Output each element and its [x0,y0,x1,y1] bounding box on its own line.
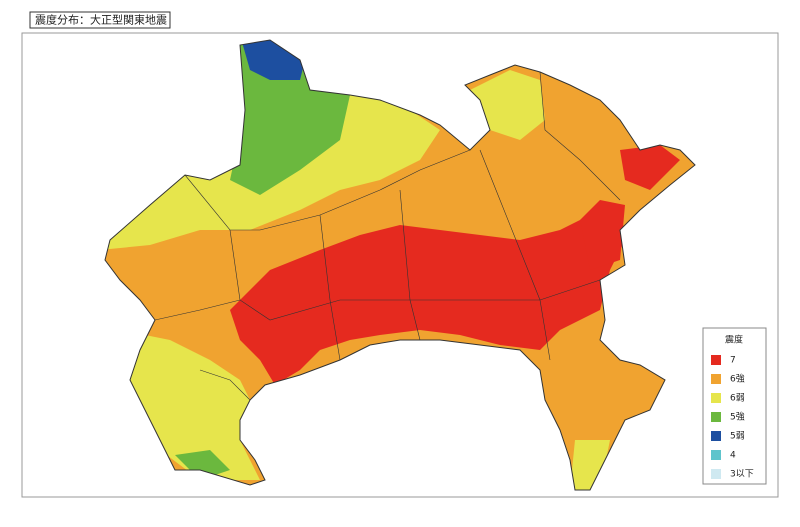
legend-box [702,327,767,485]
legend-swatch [711,374,721,384]
legend-label: 5弱 [730,431,745,442]
legend-label: 3以下 [730,470,754,480]
intensity-zone [470,70,545,140]
legend: 7 6強 6弱 5強 5弱 4 3以下 [711,355,754,480]
legend-title: 震度 [725,334,743,346]
intensity-zone [620,145,680,190]
legend-swatch [711,412,721,422]
prefecture-outline [104,39,696,491]
intensity-zone [570,440,610,490]
legend-swatch [711,450,721,460]
intensity-zone [175,450,230,480]
intensity-zone [230,40,350,195]
legend-swatch [711,431,721,441]
legend-label: 6弱 [730,393,745,404]
legend-swatch [711,393,721,403]
intensity-zone [240,40,305,80]
legend-swatch [711,469,721,479]
legend-swatch [711,355,721,365]
intensity-zone [230,210,630,385]
legend-label: 5強 [730,411,745,423]
intensity-zone [580,200,625,270]
legend-label: 4 [730,451,736,461]
title-box [29,11,171,29]
legend-label: 6強 [730,373,745,385]
map-title: 震度分布：大正型関東地震 [35,13,167,27]
intensity-zone [120,330,260,480]
frame [21,32,779,498]
municipal-borders [154,71,621,401]
legend-label: 7 [730,356,736,366]
